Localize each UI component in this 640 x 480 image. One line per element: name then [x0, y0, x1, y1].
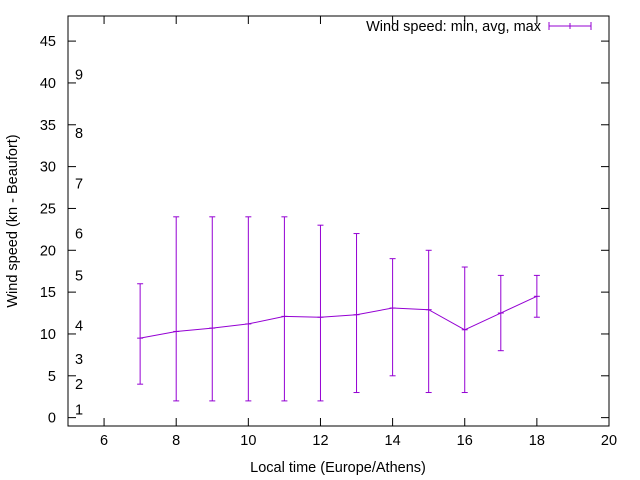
- beaufort-label: 1: [75, 402, 83, 418]
- x-tick-label: 20: [601, 433, 617, 449]
- data-points: [137, 295, 540, 339]
- beaufort-label: 9: [75, 68, 83, 84]
- y-tick-label: 20: [40, 243, 56, 259]
- y-tick-label: 5: [48, 369, 56, 385]
- avg-wind-line: [140, 295, 538, 339]
- y-tick-label: 15: [40, 285, 56, 301]
- x-axis-label: Local time (Europe/Athens): [250, 460, 426, 476]
- y-tick-label: 35: [40, 118, 56, 134]
- beaufort-label: 2: [75, 377, 83, 393]
- x-tick-label: 12: [312, 433, 328, 449]
- x-axis-ticks: 6 8 10 12 14 16 18 20: [100, 16, 617, 449]
- y-tick-label: 0: [48, 411, 56, 427]
- legend-label: Wind speed: min, avg, max: [366, 19, 542, 35]
- x-tick-label: 8: [172, 433, 180, 449]
- plot-frame: [67, 15, 610, 427]
- y-axis-label: Wind speed (kn - Beaufort): [5, 134, 21, 307]
- x-tick-label: 14: [385, 433, 401, 449]
- error-bars: [137, 216, 540, 402]
- y-tick-label: 10: [40, 327, 56, 343]
- x-tick-label: 16: [457, 433, 473, 449]
- beaufort-label: 5: [75, 268, 83, 284]
- legend: Wind speed: min, avg, max: [366, 19, 592, 35]
- beaufort-label: 7: [75, 176, 83, 192]
- y-tick-label: 40: [40, 76, 56, 92]
- x-tick-label: 18: [529, 433, 545, 449]
- beaufort-scale-labels: 1 2 3 4 5 6 7 8 9: [75, 68, 83, 419]
- beaufort-label: 3: [75, 352, 83, 368]
- x-tick-label: 6: [100, 433, 108, 449]
- y-tick-label: 45: [40, 34, 56, 50]
- beaufort-label: 8: [75, 126, 83, 142]
- beaufort-label: 4: [75, 319, 83, 335]
- y-tick-label: 30: [40, 160, 56, 176]
- y-tick-label: 25: [40, 201, 56, 217]
- beaufort-label: 6: [75, 227, 83, 243]
- x-tick-label: 10: [240, 433, 256, 449]
